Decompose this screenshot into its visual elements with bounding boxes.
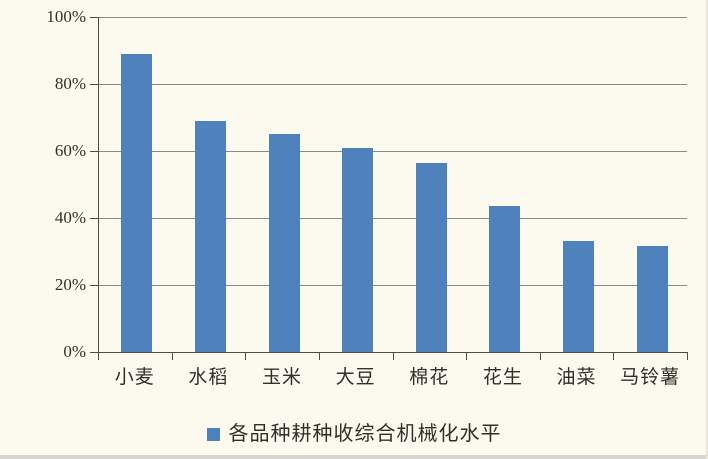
gridline <box>98 284 687 286</box>
y-axis-tick-label: 0% <box>63 342 86 361</box>
y-axis-tick <box>90 150 98 152</box>
x-axis-tick <box>392 352 394 360</box>
y-axis-tick <box>90 83 98 85</box>
y-axis-tick-label: 20% <box>54 275 86 294</box>
y-axis-tick-label: 100% <box>46 7 86 26</box>
chart-bar <box>489 206 521 352</box>
chart-bar <box>194 120 226 352</box>
page-edge-bottom <box>0 455 708 459</box>
gridline <box>98 150 687 152</box>
x-axis-category-label: 油菜 <box>556 367 597 388</box>
gridline <box>98 83 687 85</box>
page-edge-right <box>706 0 708 459</box>
legend-swatch-icon <box>206 428 220 441</box>
x-axis-category-label: 花生 <box>482 367 523 388</box>
x-axis-tick <box>539 352 541 360</box>
chart-bar <box>415 162 447 352</box>
x-axis-tick <box>171 352 173 360</box>
x-axis-tick <box>613 352 615 360</box>
chart-bar <box>636 246 668 352</box>
x-axis-category-label: 水稻 <box>188 367 229 388</box>
gridline <box>98 217 687 219</box>
x-axis-tick <box>245 352 247 360</box>
x-axis-tick <box>318 352 320 360</box>
chart-bar <box>268 134 300 352</box>
x-axis-tick <box>466 352 468 360</box>
legend: 各品种耕种收综合机械化水平 <box>0 423 708 446</box>
chart-bar <box>563 241 595 352</box>
x-axis-tick <box>687 352 688 360</box>
x-axis-category-label: 玉米 <box>262 367 303 388</box>
y-axis-tick <box>90 284 98 286</box>
x-axis-line <box>98 352 687 353</box>
y-axis-tick-label: 60% <box>54 141 86 160</box>
x-axis-category-label: 马铃薯 <box>620 367 681 388</box>
x-axis-category-label: 棉花 <box>409 367 450 388</box>
x-axis-category-label: 小麦 <box>114 367 155 388</box>
legend-label: 各品种耕种收综合机械化水平 <box>228 423 502 445</box>
y-axis-tick <box>90 217 98 219</box>
y-axis-tick-label: 80% <box>54 74 86 93</box>
gridline <box>98 16 687 18</box>
y-axis-tick <box>90 351 98 353</box>
x-axis-category-label: 大豆 <box>335 367 376 388</box>
y-axis-tick <box>90 16 98 18</box>
chart-bar <box>121 53 153 352</box>
y-axis-tick-label: 40% <box>54 208 86 227</box>
chart-bar <box>342 147 374 352</box>
y-axis-line <box>98 17 99 360</box>
